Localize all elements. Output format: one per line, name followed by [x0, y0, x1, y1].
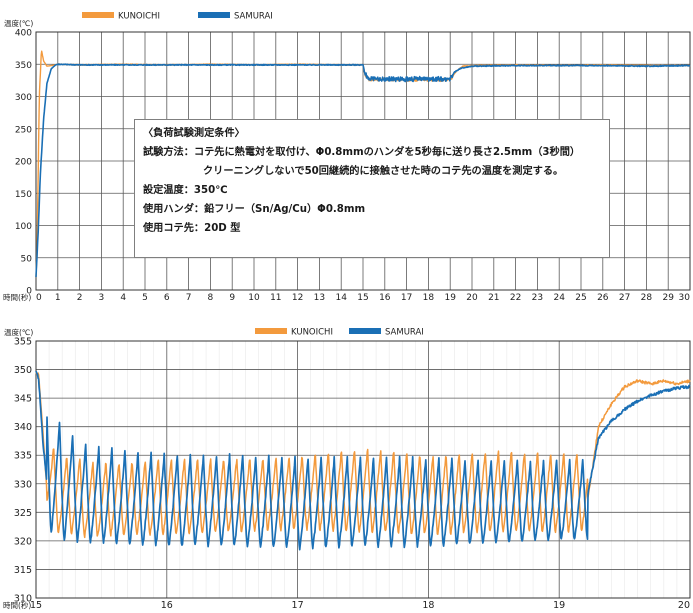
x-tick-label: 17	[401, 293, 412, 303]
x-axis-label: 時間(秒)	[3, 600, 31, 610]
y-tick-label: 100	[15, 222, 32, 232]
x-tick-label: 19	[553, 600, 565, 611]
y-tick-label: 350	[14, 365, 32, 376]
x-tick-label: 18	[423, 293, 435, 303]
plot-frame	[35, 340, 691, 599]
y-tick-label: 335	[14, 451, 32, 462]
legend: KUNOICHI SAMURAI	[82, 12, 273, 22]
x-tick-label: 27	[619, 293, 630, 303]
legend-label-kunoichi: KUNOICHI	[118, 12, 160, 22]
conditions-method-line1: 試験方法：コテ先に熱電対を取付け、Φ0.8mmのハンダを5秒毎に送り長さ2.5m…	[143, 143, 601, 162]
conditions-heading: 〈負荷試験測定条件〉	[143, 128, 245, 139]
x-tick-label: 13	[314, 293, 325, 303]
legend-swatch-kunoichi	[82, 12, 114, 18]
y-tick-label: 325	[14, 508, 32, 519]
x-tick-label: 6	[164, 293, 170, 303]
x-tick-label: 29	[662, 293, 674, 303]
x-tick-label: 19	[444, 293, 456, 303]
x-axis-label: 時間(秒)	[3, 292, 31, 302]
x-tick-label: 15	[357, 293, 368, 303]
x-tick-label: 25	[575, 293, 586, 303]
legend-swatch-samurai	[198, 12, 230, 18]
conditions-solder: 使用ハンダ：鉛フリー（Sn/Ag/Cu）Φ0.8mm	[143, 204, 366, 215]
legend-swatch-samurai	[349, 328, 381, 334]
x-tick-label: 17	[292, 600, 304, 611]
y-tick-label: 330	[14, 479, 32, 490]
x-tick-label: 16	[379, 293, 391, 303]
x-tick-label: 9	[229, 293, 235, 303]
x-tick-label: 1	[55, 293, 61, 303]
x-tick-label: 4	[120, 293, 126, 303]
legend-swatch-kunoichi	[255, 328, 287, 334]
x-tick-label: 2	[77, 293, 83, 303]
series-line	[35, 63, 691, 278]
conditions-method-line2: クリーニングしないで50回継続的に接触させた時のコテ先の温度を測定する。	[203, 166, 564, 177]
x-tick-label: 5	[142, 293, 148, 303]
y-tick-label: 300	[15, 93, 32, 103]
y-axis-label: 温度(℃)	[4, 327, 33, 337]
plot-frame	[35, 31, 691, 291]
x-tick-label: 21	[488, 293, 499, 303]
y-tick-label: 150	[15, 190, 32, 200]
x-tick-label: 28	[641, 293, 653, 303]
x-tick-label: 11	[270, 293, 281, 303]
conditions-method-text1: コテ先に熱電対を取付け、Φ0.8mmのハンダを5秒毎に送り長さ2.5mm（3秒間…	[193, 147, 581, 158]
x-tick-label: 20	[466, 293, 478, 303]
chart-bottom: 310 315 320 325 330 335 340 345 350 355 15 16 17 18 19…	[3, 327, 691, 611]
x-tick-label: 0	[36, 293, 42, 303]
x-tick-label: 8	[208, 293, 214, 303]
series-samurai	[35, 63, 691, 278]
y-axis-label: 温度(℃)	[4, 18, 33, 28]
x-tick-label: 12	[292, 293, 303, 303]
x-tick-label: 7	[186, 293, 192, 303]
y-tick-label: 340	[14, 422, 32, 433]
y-tick-label: 315	[14, 565, 32, 576]
x-tick-label: 15	[30, 600, 42, 611]
y-tick-label: 310	[14, 594, 32, 605]
series-line	[35, 370, 691, 551]
conditions-method-label: 試験方法：	[143, 147, 194, 158]
x-tick-label: 23	[532, 293, 543, 303]
x-tick-label: 20	[678, 600, 690, 611]
y-tick-label: 250	[15, 125, 32, 135]
x-tick-label: 24	[553, 293, 565, 303]
x-tick-label: 16	[161, 600, 173, 611]
y-tick-label: 400	[15, 29, 32, 39]
x-tick-label: 3	[99, 293, 105, 303]
series-samurai	[35, 370, 691, 551]
y-tick-label: 350	[15, 61, 32, 71]
x-tick-label: 10	[248, 293, 260, 303]
conditions-tip: 使用コテ先：20D 型	[143, 223, 241, 234]
y-tick-label: 50	[21, 254, 33, 264]
y-tick-label: 355	[14, 337, 32, 348]
y-tick-label: 200	[15, 158, 32, 168]
legend-label-samurai: SAMURAI	[385, 328, 424, 338]
legend: KUNOICHI SAMURAI	[255, 328, 424, 338]
y-tick-label: 0	[26, 287, 32, 297]
x-tick-label: 22	[510, 293, 521, 303]
x-tick-label: 14	[335, 293, 347, 303]
legend-label-samurai: SAMURAI	[234, 12, 273, 22]
y-tick-label: 345	[14, 394, 32, 405]
x-tick-label: 30	[679, 293, 691, 303]
test-conditions-box: 〈負荷試験測定条件〉 試験方法：コテ先に熱電対を取付け、Φ0.8mmのハンダを5…	[134, 119, 610, 258]
x-tick-label: 26	[597, 293, 609, 303]
legend-label-kunoichi: KUNOICHI	[291, 328, 333, 338]
y-tick-label: 320	[14, 536, 32, 547]
conditions-temp: 設定温度：350℃	[143, 185, 228, 196]
x-tick-label: 18	[422, 600, 434, 611]
